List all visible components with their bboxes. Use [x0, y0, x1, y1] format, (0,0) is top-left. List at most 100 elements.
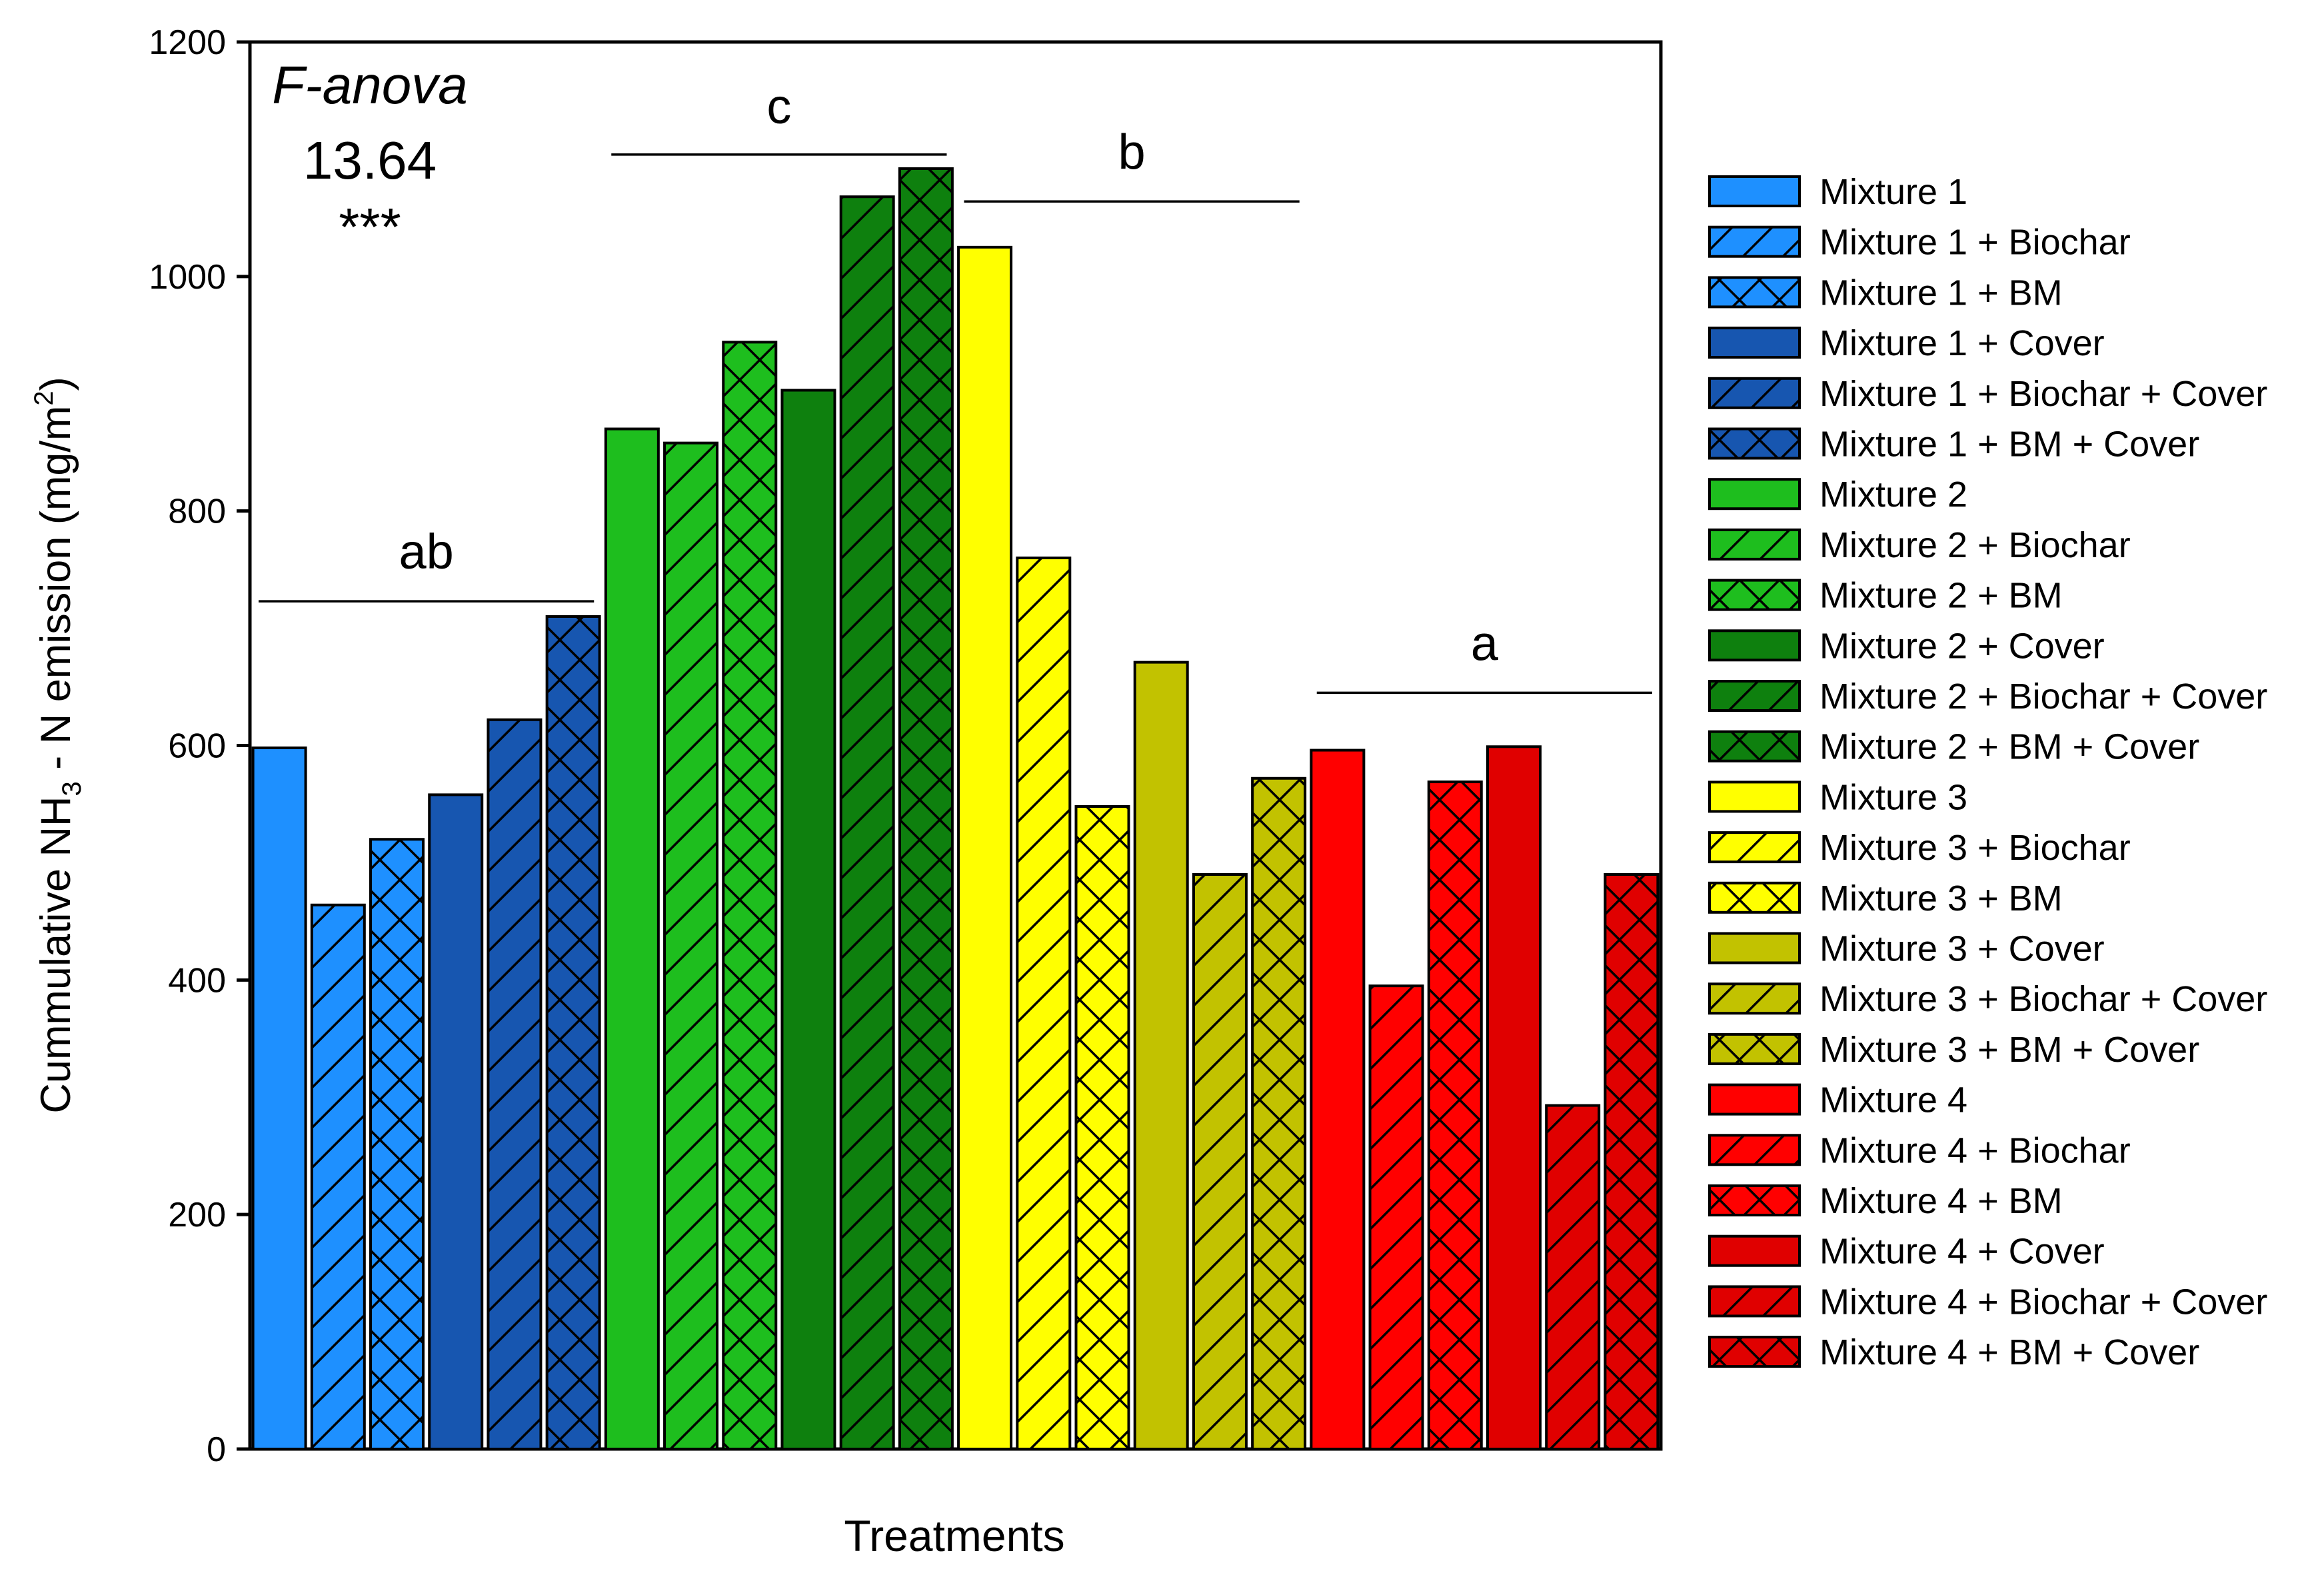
legend-label: Mixture 2 + Cover	[1819, 626, 2105, 666]
legend-item-mixture-4-plus-bm-plus-cover: Mixture 4 + BM + Cover	[1708, 1332, 2199, 1372]
legend-swatch-fill	[1710, 631, 1799, 661]
legend-swatch-outline	[1708, 881, 1801, 914]
y-title-part-2: - N emission (mg/m	[33, 406, 79, 782]
bar-pattern	[1252, 778, 1306, 1449]
legend-label: Mixture 4 + Cover	[1819, 1232, 2105, 1272]
y-tick-label: 200	[168, 1196, 226, 1234]
legend-swatch-fill	[1710, 328, 1799, 358]
bar-pattern	[899, 168, 952, 1450]
legend-label: Mixture 2 + BM	[1819, 576, 2063, 616]
bar-pattern	[1546, 1105, 1600, 1449]
legend-swatch-pattern	[1710, 1186, 1799, 1215]
bar-mixture-2	[604, 427, 660, 1450]
legend-label: Mixture 4 + Biochar + Cover	[1819, 1282, 2267, 1322]
bar-pattern	[547, 616, 600, 1449]
bar-outline	[1545, 1104, 1601, 1451]
legend-label: Mixture 1 + BM	[1819, 273, 2063, 313]
bar-pattern	[488, 719, 541, 1449]
bar-mixture-3	[957, 245, 1013, 1451]
group-letter-ab: ab	[399, 524, 453, 579]
group-letter-b: b	[1118, 124, 1146, 179]
bar-fill	[1311, 750, 1364, 1449]
bar-mixture-1-plus-biochar-plus-cover	[487, 718, 543, 1450]
bar-outline	[310, 903, 366, 1451]
bar-outline	[545, 615, 601, 1450]
bar-mixture-4	[1310, 749, 1366, 1450]
y-title-superscript: 2	[29, 391, 59, 405]
bar-pattern	[1370, 986, 1423, 1449]
anova-annotation: F-anova 13.64 ***	[272, 55, 467, 257]
legend-swatch-outline	[1708, 1285, 1801, 1318]
legend-swatch-outline	[1708, 327, 1801, 359]
y-tick-label: 400	[168, 961, 226, 1000]
bar-mixture-2-plus-bm-plus-cover	[898, 167, 954, 1451]
bar-pattern	[1193, 874, 1246, 1449]
legend-label: Mixture 1 + Biochar + Cover	[1819, 374, 2267, 414]
legend-label: Mixture 1 + Biochar	[1819, 223, 2131, 263]
legend-label: Mixture 3 + BM	[1819, 878, 2063, 918]
y-tick-label: 1200	[149, 23, 226, 62]
legend-label: Mixture 3 + Biochar	[1819, 828, 2131, 868]
group-letter-a: a	[1471, 615, 1499, 671]
legend-swatch-pattern	[1710, 378, 1799, 408]
legend-swatch-fill	[1710, 177, 1799, 206]
legend-swatch-outline	[1708, 1032, 1801, 1065]
bar-outline	[487, 718, 543, 1450]
bar-outline	[1133, 661, 1189, 1451]
legend-label: Mixture 2 + Biochar	[1819, 525, 2131, 565]
bar-outline	[1074, 804, 1130, 1450]
legend-item-mixture-3-plus-bm: Mixture 3 + BM	[1708, 878, 2063, 918]
legend-label: Mixture 4 + BM	[1819, 1181, 2063, 1221]
y-axis: 0 200 400 600 800 1000 1200	[149, 23, 250, 1469]
legend-swatch-outline	[1708, 680, 1801, 712]
bar-mixture-4-plus-cover	[1486, 745, 1542, 1450]
bar-outline	[957, 245, 1013, 1451]
legend-swatch-pattern	[1710, 1337, 1799, 1367]
legend-swatch-fill	[1710, 479, 1799, 509]
legend-label: Mixture 1 + Cover	[1819, 323, 2105, 363]
bar-mixture-2-plus-biochar-plus-cover	[839, 195, 895, 1451]
y-title-part-1: Cummulative NH	[33, 796, 79, 1113]
legend-swatch-pattern	[1710, 681, 1799, 711]
bar-mixture-1-plus-cover	[428, 793, 484, 1450]
bar-pattern	[723, 342, 776, 1449]
bar-mixture-1-plus-bm-plus-cover	[545, 615, 601, 1450]
legend-swatch-outline	[1708, 1083, 1801, 1116]
bar-outline	[1310, 749, 1366, 1450]
bar-mixture-3-plus-bm	[1074, 804, 1130, 1450]
y-tick-label: 600	[168, 727, 226, 766]
legend-item-mixture-3-plus-biochar-plus-cover: Mixture 3 + Biochar + Cover	[1708, 979, 2267, 1019]
bar-fill	[782, 390, 835, 1450]
legend-label: Mixture 4 + Biochar	[1819, 1130, 2131, 1170]
bar-outline	[1427, 781, 1483, 1450]
legend-swatch-outline	[1708, 1234, 1801, 1267]
bar-mixture-1-plus-bm	[369, 838, 425, 1450]
bar-fill	[605, 429, 658, 1449]
y-tick-label: 1000	[149, 258, 226, 297]
legend-swatch-pattern	[1710, 580, 1799, 610]
bar-mixture-2-plus-cover	[780, 389, 836, 1450]
bar-mixture-1	[251, 747, 307, 1450]
legend-swatch-outline	[1708, 1134, 1801, 1166]
legend-swatch-fill	[1710, 1084, 1799, 1114]
y-axis-title: Cummulative NH3 - N emission (mg/m2)	[29, 377, 87, 1113]
legend-item-mixture-2-plus-bm-plus-cover: Mixture 2 + BM + Cover	[1708, 727, 2199, 767]
bar-pattern	[840, 197, 894, 1450]
legend-item-mixture-4-plus-cover: Mixture 4 + Cover	[1708, 1232, 2105, 1272]
bar-outline	[251, 747, 307, 1450]
bar-pattern	[1017, 558, 1070, 1449]
legend: Mixture 1 Mixture 1 + Biochar Mixture 1 + …	[1708, 172, 2267, 1372]
bar-outline	[780, 389, 836, 1450]
bar-fill	[1487, 747, 1540, 1449]
anova-test-label: F-anova	[272, 55, 467, 115]
legend-swatch-pattern	[1710, 1135, 1799, 1165]
bar-mixture-3-plus-biochar-plus-cover	[1192, 873, 1248, 1450]
legend-item-mixture-4-plus-biochar: Mixture 4 + Biochar	[1708, 1130, 2131, 1170]
bar-outline	[428, 793, 484, 1450]
legend-swatch-outline	[1708, 629, 1801, 662]
legend-item-mixture-4-plus-biochar-plus-cover: Mixture 4 + Biochar + Cover	[1708, 1282, 2267, 1322]
bar-mixture-2-plus-bm	[722, 341, 778, 1450]
legend-item-mixture-3: Mixture 3	[1708, 777, 1967, 817]
legend-swatch-outline	[1708, 982, 1801, 1015]
anova-significance: ***	[339, 197, 401, 257]
